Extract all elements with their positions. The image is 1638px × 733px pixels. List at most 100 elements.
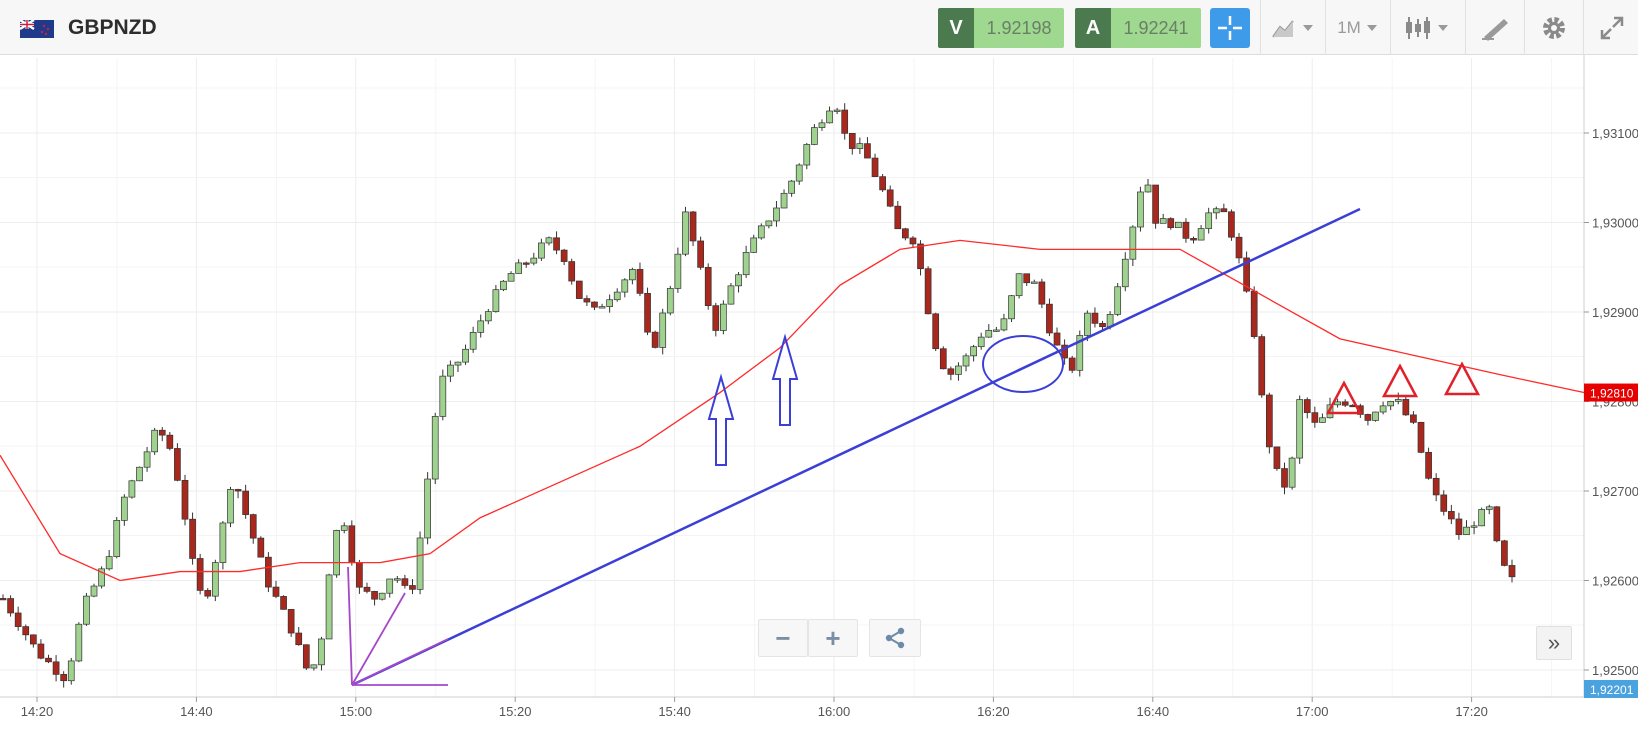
candle-body xyxy=(970,346,977,357)
purple-line xyxy=(351,592,406,686)
candle-body xyxy=(181,479,189,520)
candle xyxy=(242,484,250,519)
candle xyxy=(166,431,174,451)
candle-style-button[interactable] xyxy=(1390,0,1465,55)
candle-body xyxy=(1038,281,1046,305)
candle xyxy=(1114,283,1122,317)
candle-body xyxy=(242,490,250,515)
candle-body xyxy=(1281,468,1288,488)
draw-button[interactable] xyxy=(1465,0,1524,55)
candle-body xyxy=(856,143,864,149)
candle-body xyxy=(416,537,424,590)
candle xyxy=(955,362,962,381)
candle-body xyxy=(553,237,560,251)
candle xyxy=(1478,507,1486,527)
candle-body xyxy=(1296,399,1304,459)
x-tick-label: 14:40 xyxy=(180,704,213,719)
y-tick-label: 1,92500 xyxy=(1592,663,1638,678)
candle xyxy=(1046,298,1053,337)
candle xyxy=(280,595,287,610)
candle xyxy=(735,272,742,293)
candle-body xyxy=(1212,208,1220,214)
candle-body xyxy=(211,562,219,597)
x-tick-label: 17:00 xyxy=(1296,704,1329,719)
candle-body xyxy=(1129,226,1137,260)
share-button[interactable] xyxy=(869,619,921,657)
candle xyxy=(219,521,227,570)
zoom-out-button[interactable]: − xyxy=(758,619,808,657)
candle xyxy=(67,657,75,685)
candle-body xyxy=(0,598,7,601)
price-chart[interactable]: 1,925001,926001,927001,928001,929001,930… xyxy=(0,55,1638,733)
candle xyxy=(1379,401,1387,415)
candle xyxy=(477,314,485,338)
candle-body xyxy=(189,518,196,559)
candle-body xyxy=(575,280,583,299)
candle-body xyxy=(841,109,849,134)
chevron-down-icon xyxy=(1366,24,1377,31)
timeframe-button[interactable]: 1M xyxy=(1325,0,1390,55)
buy-price: 1.92241 xyxy=(1111,8,1201,48)
candle-body xyxy=(1432,477,1440,496)
candle xyxy=(591,301,598,311)
candle xyxy=(325,573,333,640)
chart-type-button[interactable] xyxy=(1260,0,1325,55)
buy-button[interactable]: A 1.92241 xyxy=(1075,8,1201,48)
candle-body xyxy=(993,329,1000,332)
scroll-right-button[interactable]: » xyxy=(1536,626,1572,660)
candle xyxy=(454,361,462,373)
sell-button[interactable]: V 1.92198 xyxy=(938,8,1064,48)
candlestick-icon xyxy=(1406,16,1448,39)
candle-body xyxy=(105,556,113,570)
candle xyxy=(864,137,871,159)
candle xyxy=(1053,327,1061,346)
settings-button[interactable] xyxy=(1524,0,1583,55)
candle-body xyxy=(1084,312,1091,336)
candle xyxy=(393,575,401,583)
candle xyxy=(1220,203,1228,213)
candle xyxy=(113,517,121,559)
candle xyxy=(348,520,356,566)
candle xyxy=(773,201,780,227)
candle-body xyxy=(1334,401,1341,406)
candle-body xyxy=(515,262,522,274)
candle xyxy=(189,512,196,565)
candle xyxy=(105,549,113,571)
triangle-annotation xyxy=(1443,361,1481,396)
scroll-right-label: » xyxy=(1547,630,1561,655)
candle xyxy=(765,220,773,229)
candle-body xyxy=(401,578,409,586)
candle-body xyxy=(143,451,151,468)
candle-body xyxy=(750,237,758,253)
fullscreen-button[interactable] xyxy=(1583,0,1638,55)
candle-body xyxy=(52,661,60,675)
candle-body xyxy=(871,157,879,177)
candle xyxy=(924,266,932,315)
candle xyxy=(1372,411,1379,422)
candle-body xyxy=(98,568,105,587)
candle-body xyxy=(60,674,68,682)
zoom-in-button[interactable]: + xyxy=(808,619,858,657)
candle xyxy=(993,326,1000,332)
candle-body xyxy=(204,590,212,597)
candle xyxy=(651,330,659,349)
bid-price-label: 1,92201 xyxy=(1590,683,1634,697)
candle-body xyxy=(469,332,477,350)
candle xyxy=(704,263,712,310)
candle xyxy=(1129,225,1137,266)
candle xyxy=(712,302,720,337)
candle xyxy=(538,238,545,261)
candle xyxy=(545,236,553,246)
candle-body xyxy=(1425,452,1432,479)
candle-body xyxy=(166,434,174,449)
candle-body xyxy=(538,242,545,259)
crosshair-button[interactable] xyxy=(1210,8,1250,48)
candle xyxy=(302,644,310,671)
candle xyxy=(1402,394,1410,416)
candle xyxy=(1485,504,1493,515)
candle xyxy=(14,606,22,631)
current-price-label: 1,92810 xyxy=(1590,387,1634,401)
candle-body xyxy=(818,122,826,128)
candle-body xyxy=(1030,281,1038,284)
candle xyxy=(227,486,234,528)
